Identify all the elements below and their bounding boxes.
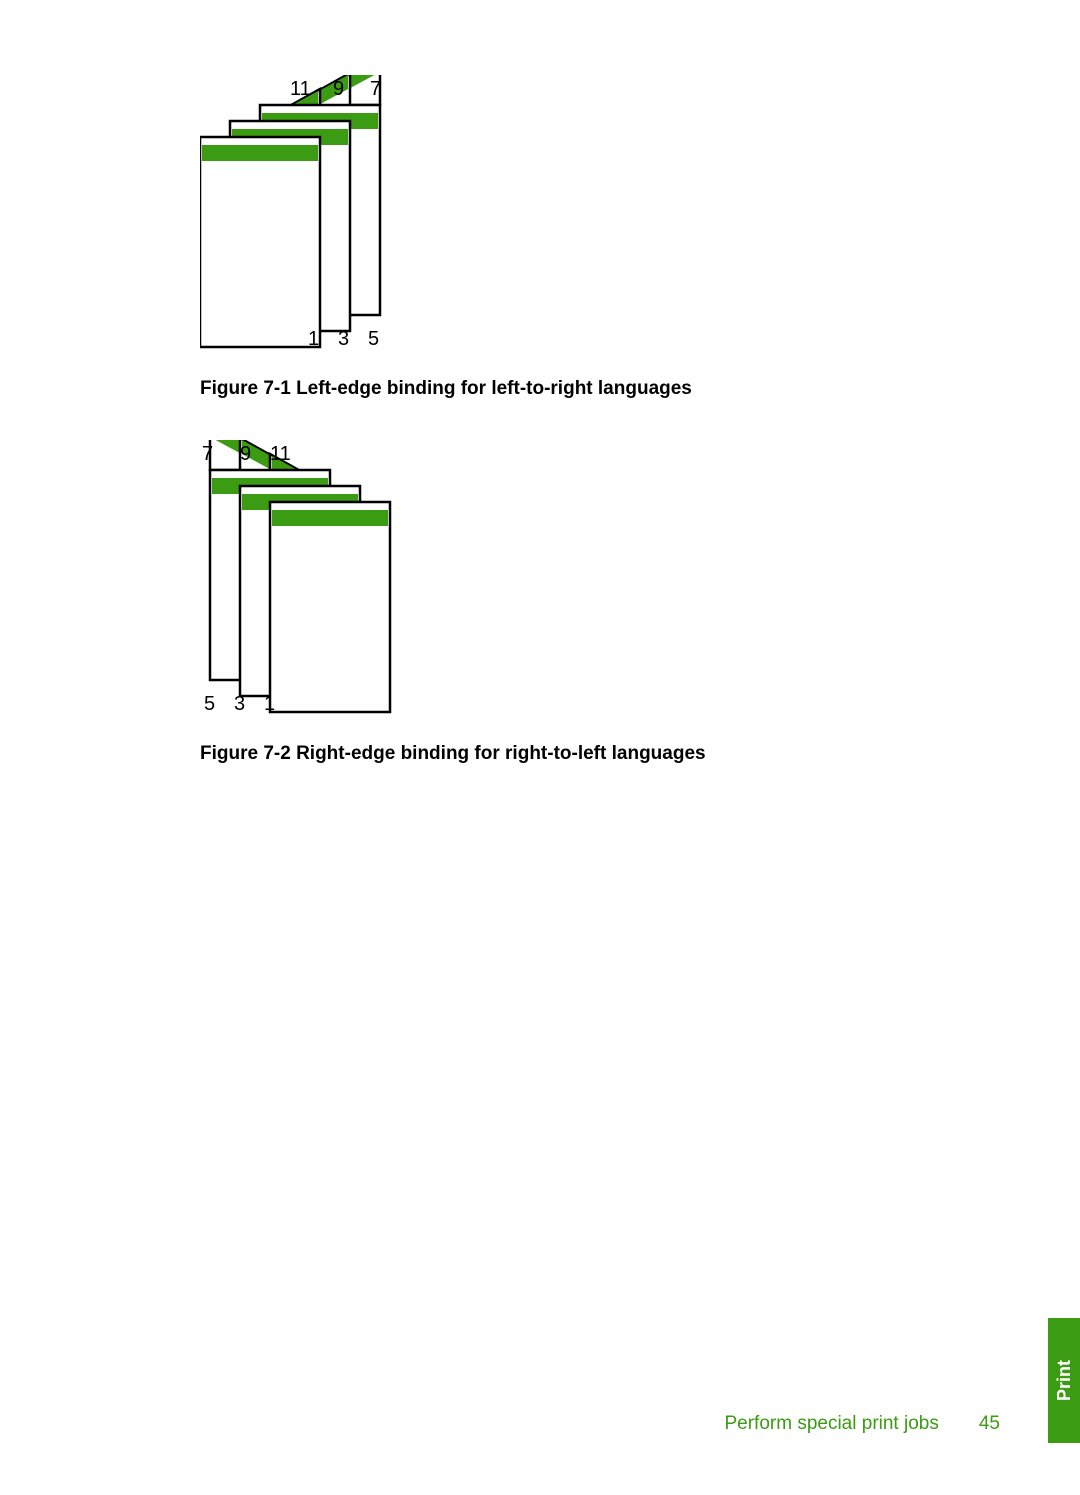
figure-2-top-label-2: 9 [240,443,251,465]
figure-2-bottom-label-2: 3 [234,693,245,715]
figure-1-caption: Figure 7-1 Left-edge binding for left-to… [200,378,692,400]
document-page: 11 9 7 1 3 5 Figure 7-1 Left-edge bindin… [0,0,1080,1495]
figure-1-top-label-1: 11 [290,78,311,100]
figure-2-diagram: 7 9 11 5 3 1 [200,440,460,720]
figure-2-top-label-1: 7 [202,443,213,465]
side-tab-label: Print [1054,1360,1075,1401]
figure-2-bottom-label-3: 1 [264,693,275,715]
figure-1-block: 11 9 7 1 3 5 Figure 7-1 Left-edge bindin… [200,75,692,400]
figure-2-caption: Figure 7-2 Right-edge binding for right-… [200,743,706,765]
figure-1-bottom-label-1: 1 [308,328,319,350]
figure-2-top-label-3: 11 [270,443,291,465]
footer-section-text: Perform special print jobs [724,1413,938,1435]
figure-1-top-label-3: 7 [370,78,381,100]
figure-1-bottom-label-2: 3 [338,328,349,350]
page-footer: Perform special print jobs 45 [724,1413,1000,1435]
figure-1-top-label-2: 9 [333,78,344,100]
figure-2-block: 7 9 11 5 3 1 Figure 7-2 Right-edge bindi… [200,440,706,765]
figure-1-diagram: 11 9 7 1 3 5 [200,75,460,355]
footer-page-number: 45 [979,1413,1000,1435]
figure-1-bottom-label-3: 5 [368,328,379,350]
figure-2-bottom-label-1: 5 [204,693,215,715]
side-tab: Print [1048,1318,1080,1443]
